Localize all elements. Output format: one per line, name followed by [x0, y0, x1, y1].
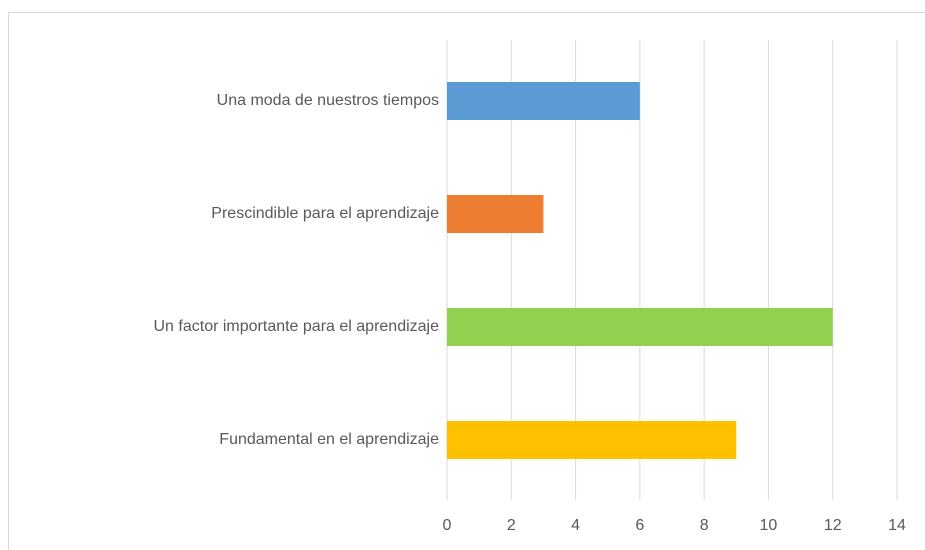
x-tick-label: 6: [635, 517, 644, 534]
chart-border: [8, 12, 925, 550]
x-tick-label: 8: [700, 517, 709, 534]
x-tick-label: 14: [888, 517, 906, 534]
x-tick-label: 4: [571, 517, 580, 534]
y-tick-label: Un factor importante para el aprendizaje: [154, 318, 440, 335]
x-tick-label: 12: [824, 517, 842, 534]
x-tick-label: 0: [443, 517, 452, 534]
bar: [447, 82, 640, 120]
bar: [447, 195, 544, 233]
bar: [447, 421, 737, 459]
x-tick-label: 10: [760, 517, 778, 534]
y-tick-label: Prescindible para el aprendizaje: [211, 205, 439, 222]
bar: [447, 308, 833, 346]
x-tick-label: 2: [507, 517, 516, 534]
y-tick-label: Fundamental en el aprendizaje: [219, 431, 439, 448]
y-tick-label: Una moda de nuestros tiempos: [217, 92, 439, 109]
